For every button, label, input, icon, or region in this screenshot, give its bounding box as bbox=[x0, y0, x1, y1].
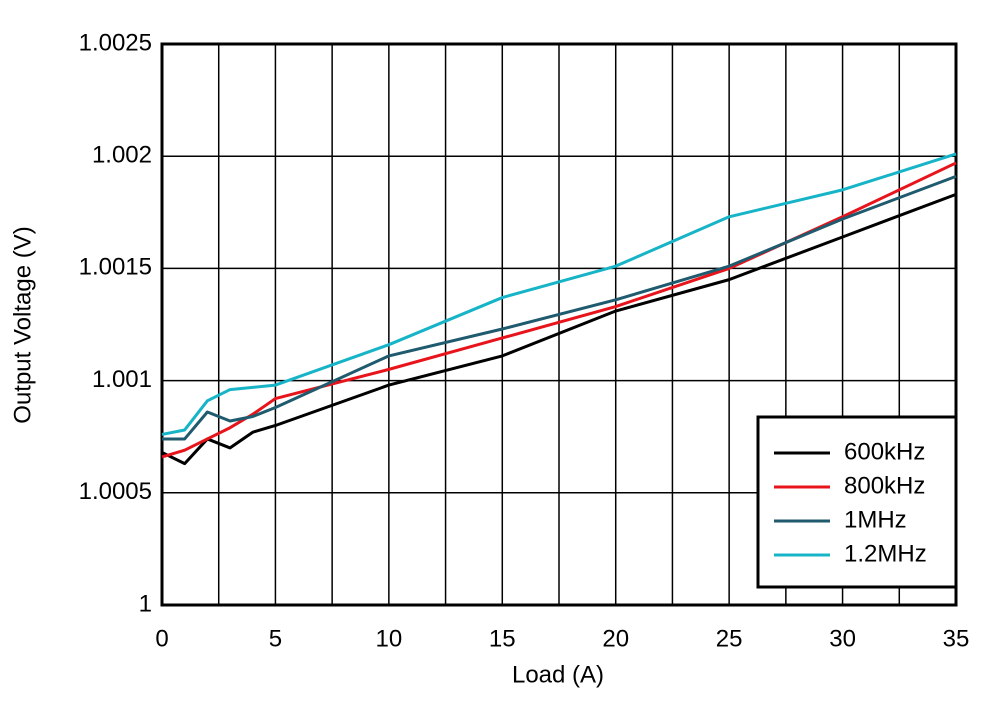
y-tick-label: 1.002 bbox=[92, 142, 152, 169]
x-tick-label: 35 bbox=[943, 625, 970, 652]
x-axis-label: Load (A) bbox=[512, 661, 604, 688]
x-tick-label: 30 bbox=[829, 625, 856, 652]
y-axis-label: Output Voltage (V) bbox=[9, 226, 36, 423]
legend-label: 800kHz bbox=[844, 472, 925, 499]
x-tick-label: 0 bbox=[155, 625, 168, 652]
y-tick-label: 1.0025 bbox=[79, 29, 152, 56]
x-tick-label: 10 bbox=[376, 625, 403, 652]
y-tick-label: 1.001 bbox=[92, 366, 152, 393]
x-tick-label: 25 bbox=[716, 625, 743, 652]
plot-frame bbox=[160, 42, 958, 607]
series-line bbox=[161, 152, 957, 436]
y-tick-label: 1 bbox=[139, 590, 152, 617]
legend-label: 1.2MHz bbox=[844, 540, 927, 567]
x-tick-label: 5 bbox=[269, 625, 282, 652]
y-tick-label: 1.0015 bbox=[79, 254, 152, 281]
x-tick-label: 15 bbox=[489, 625, 516, 652]
series-line bbox=[161, 192, 957, 466]
legend-label: 600kHz bbox=[844, 438, 925, 465]
legend-box bbox=[756, 415, 958, 589]
legend-label: 1MHz bbox=[844, 506, 907, 533]
series-line bbox=[162, 174, 957, 441]
y-tick-label: 1.0005 bbox=[79, 478, 152, 505]
x-tick-label: 20 bbox=[602, 625, 629, 652]
